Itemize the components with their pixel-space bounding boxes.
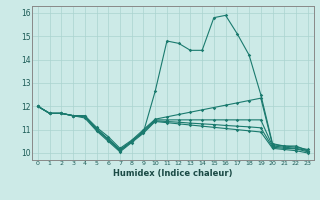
X-axis label: Humidex (Indice chaleur): Humidex (Indice chaleur)	[113, 169, 233, 178]
